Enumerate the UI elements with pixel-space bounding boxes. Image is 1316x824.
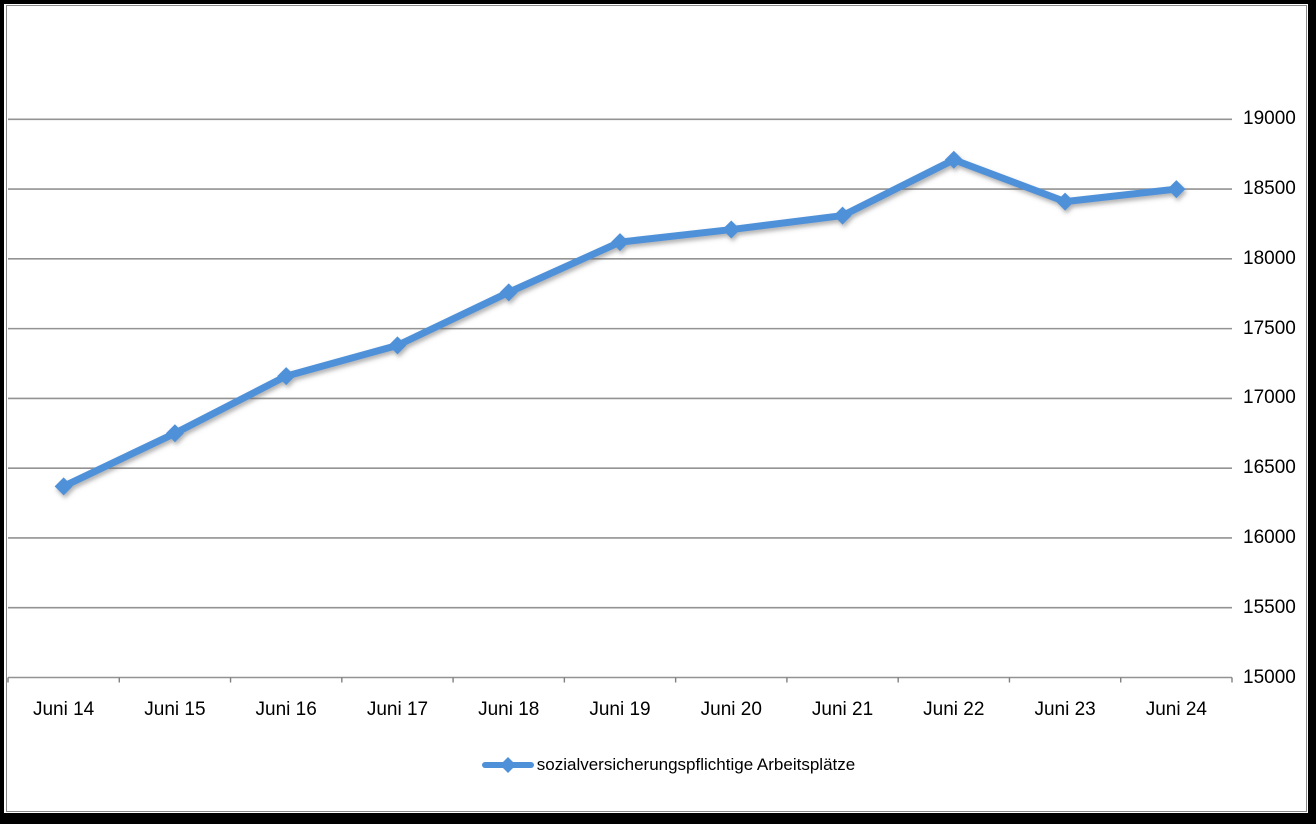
x-axis-ticks — [7, 677, 1233, 683]
gridlines — [8, 118, 1232, 679]
legend-label: sozialversicherungspflichtige Arbeitsplä… — [536, 755, 856, 774]
series-line — [54, 150, 1186, 496]
legend: sozialversicherungspflichtige Arbeitsplä… — [10, 753, 1316, 777]
data-point-markers — [54, 150, 1186, 496]
legend-line-marker-icon — [481, 757, 534, 773]
